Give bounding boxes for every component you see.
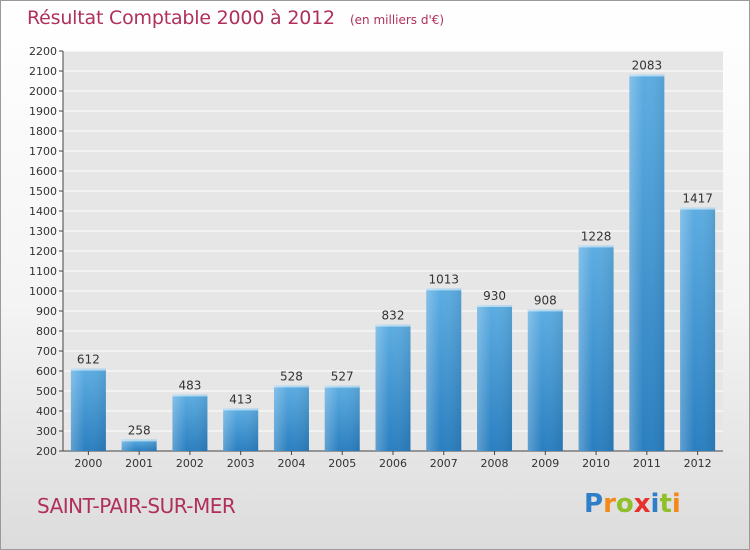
bar-shade xyxy=(527,309,563,451)
data-label: 527 xyxy=(331,370,354,384)
bar-top-highlight xyxy=(680,207,716,210)
data-label: 528 xyxy=(280,369,303,383)
y-tick-label: 1800 xyxy=(29,125,57,138)
y-tick-label: 1500 xyxy=(29,185,57,198)
bar-shade xyxy=(273,385,309,451)
y-tick-label: 1200 xyxy=(29,245,57,258)
bar-2006 xyxy=(375,324,411,451)
y-tick-label: 600 xyxy=(36,365,57,378)
x-tick-label: 2006 xyxy=(379,457,407,470)
bar-shade xyxy=(680,207,716,451)
bar-top-highlight xyxy=(375,324,411,327)
y-tick-label: 400 xyxy=(36,405,57,418)
bar-top-highlight xyxy=(273,385,309,388)
bar-top-highlight xyxy=(172,394,208,397)
x-tick-label: 2001 xyxy=(125,457,153,470)
y-tick-label: 1400 xyxy=(29,205,57,218)
y-tick-label: 300 xyxy=(36,425,57,438)
bar-shade xyxy=(223,408,259,451)
bar-shade xyxy=(578,245,614,451)
bar-2009 xyxy=(527,309,563,451)
y-tick-label: 900 xyxy=(36,305,57,318)
x-tick-label: 2008 xyxy=(481,457,509,470)
data-label: 413 xyxy=(229,392,252,406)
x-tick-label: 2009 xyxy=(531,457,559,470)
bar-2012 xyxy=(680,207,716,451)
proxiti-logo: Proxiti xyxy=(584,489,681,519)
data-label: 1013 xyxy=(428,272,459,286)
x-tick-label: 2003 xyxy=(227,457,255,470)
bar-top-highlight xyxy=(477,305,513,307)
bar-2003 xyxy=(223,408,259,451)
bar-top-highlight xyxy=(324,385,360,388)
bar-shade xyxy=(172,394,208,451)
title-row: Résultat Comptable 2000 à 2012 (en milli… xyxy=(27,7,444,29)
axes: 200 300 400 500 600 700 800 900 1000 1100 1200 1300… xyxy=(29,45,723,470)
x-tick-label: 2000 xyxy=(74,457,102,470)
y-tick-label: 1300 xyxy=(29,225,57,238)
data-label: 612 xyxy=(77,353,100,367)
x-tick-label: 2005 xyxy=(328,457,356,470)
bar-2000 xyxy=(70,368,106,451)
bar-2008 xyxy=(477,305,513,451)
bar-top-highlight xyxy=(70,368,106,371)
y-tick-label: 800 xyxy=(36,325,57,338)
chart-subtitle: (en milliers d'€) xyxy=(349,13,445,27)
y-tick-label: 2200 xyxy=(29,45,57,58)
bars xyxy=(70,74,716,452)
x-tick-label: 2011 xyxy=(633,457,661,470)
y-tick-label: 2100 xyxy=(29,65,57,78)
bar-2011 xyxy=(629,74,665,452)
bar-shade xyxy=(121,439,157,451)
y-tick-label: 1700 xyxy=(29,145,57,158)
x-tick-label: 2002 xyxy=(176,457,204,470)
bar-2002 xyxy=(172,394,208,451)
bar-2010 xyxy=(578,245,614,451)
data-label: 908 xyxy=(534,293,557,307)
bar-top-highlight xyxy=(578,245,614,248)
bar-top-highlight xyxy=(121,439,157,442)
y-tick-label: 700 xyxy=(36,345,57,358)
bar-shade xyxy=(629,74,665,452)
data-label: 483 xyxy=(178,378,201,392)
x-tick-label: 2010 xyxy=(582,457,610,470)
bar-2007 xyxy=(426,288,462,451)
x-tick-label: 2004 xyxy=(277,457,305,470)
bar-shade xyxy=(426,288,462,451)
data-label: 1228 xyxy=(581,229,612,243)
bar-2004 xyxy=(273,385,309,451)
y-tick-label: 1000 xyxy=(29,285,57,298)
bar-shade xyxy=(375,324,411,451)
bar-shade xyxy=(70,368,106,451)
x-tick-label: 2007 xyxy=(430,457,458,470)
x-tick-label: 2012 xyxy=(684,457,712,470)
bar-top-highlight xyxy=(527,309,563,312)
y-tick-label: 2000 xyxy=(29,85,57,98)
data-label: 930 xyxy=(483,289,506,303)
data-label: 1417 xyxy=(682,192,713,206)
bar-top-highlight xyxy=(223,408,259,411)
bar-shade xyxy=(324,385,360,451)
y-tick-label: 1900 xyxy=(29,105,57,118)
y-tick-label: 500 xyxy=(36,385,57,398)
chart-title: Résultat Comptable 2000 à 2012 xyxy=(27,7,335,29)
bar-top-highlight xyxy=(629,74,665,77)
data-label: 258 xyxy=(128,423,151,437)
data-labels: 612 258 483 413 528 527 832 1013 930 908 1228 2083 1… xyxy=(77,58,713,437)
y-tick-label: 1100 xyxy=(29,265,57,278)
data-label: 2083 xyxy=(632,58,663,72)
bar-top-highlight xyxy=(426,288,462,291)
bar-2001 xyxy=(121,439,157,451)
y-tick-label: 1600 xyxy=(29,165,57,178)
bar-shade xyxy=(477,305,513,451)
bar-2005 xyxy=(324,385,360,451)
y-tick-label: 200 xyxy=(36,445,57,458)
commune-name: SAINT-PAIR-SUR-MER xyxy=(37,494,236,518)
data-label: 832 xyxy=(382,309,405,323)
